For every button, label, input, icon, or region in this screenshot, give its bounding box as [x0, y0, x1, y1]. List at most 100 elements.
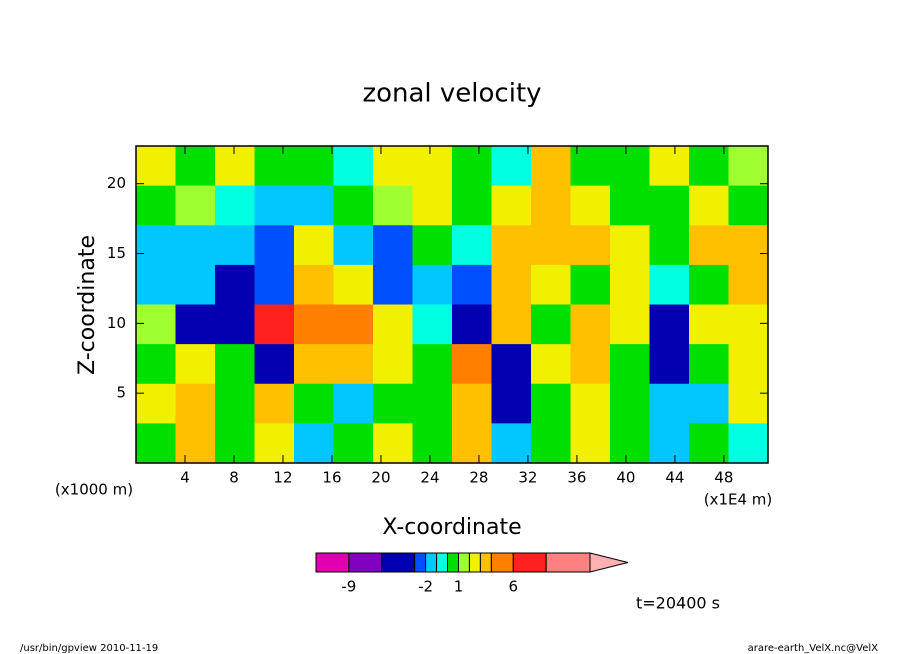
field-cell — [254, 185, 295, 226]
field-cell — [728, 344, 769, 385]
field-cell — [333, 185, 374, 226]
x-tick-label: 36 — [567, 469, 586, 487]
colorbar-box — [315, 552, 350, 573]
field-cell — [294, 185, 334, 226]
field-cell — [689, 423, 729, 464]
colorbar-tick-label: 1 — [454, 578, 464, 596]
field-cell — [333, 264, 374, 305]
field-cell — [136, 304, 176, 345]
field-cell — [136, 383, 176, 424]
field-cell — [610, 383, 650, 424]
x-tick-label: 48 — [714, 469, 733, 487]
field-cell — [531, 146, 571, 187]
y-tick-label: 5 — [116, 384, 126, 402]
field-cell — [215, 264, 255, 305]
field-cell — [175, 225, 216, 266]
colorbar-box — [436, 552, 449, 573]
field-cell — [175, 344, 216, 385]
field-cell — [649, 185, 690, 226]
field-cell — [452, 146, 492, 187]
field-cell — [175, 264, 216, 305]
field-cell — [294, 383, 334, 424]
colorbar-box — [381, 552, 416, 573]
field-cell — [570, 225, 611, 266]
field-cell — [531, 185, 571, 226]
x-tick-label: 28 — [469, 469, 488, 487]
field-cell — [294, 264, 334, 305]
field-cell — [689, 344, 729, 385]
field-cell — [610, 344, 650, 385]
field-cell — [373, 304, 413, 345]
field-cell — [215, 146, 255, 187]
field-cell — [136, 146, 176, 187]
field-cell — [333, 423, 374, 464]
field-cell — [570, 185, 611, 226]
field-cell — [294, 344, 334, 385]
field-cell — [728, 304, 769, 345]
y-axis-label: Z-coordinate — [75, 235, 100, 375]
field-cell — [373, 264, 413, 305]
field-cell — [136, 185, 176, 226]
field-cell — [215, 383, 255, 424]
field-cell — [412, 264, 453, 305]
colorbar-box — [348, 552, 383, 573]
field-cell — [728, 185, 769, 226]
field-cell — [452, 225, 492, 266]
field-cell — [689, 264, 729, 305]
field-cell — [610, 146, 650, 187]
field-cell — [491, 344, 532, 385]
colorbar-extension — [589, 552, 629, 573]
field-cell — [689, 383, 729, 424]
field-cell — [649, 383, 690, 424]
field-cell — [491, 185, 532, 226]
field-cell — [689, 146, 729, 187]
field-cell — [373, 185, 413, 226]
colorbar-box — [468, 552, 481, 573]
field-cell — [452, 264, 492, 305]
field-cell — [175, 185, 216, 226]
colorbar-box — [545, 552, 591, 573]
y-tick-label: 15 — [107, 244, 126, 262]
field-cell — [136, 264, 176, 305]
field-cell — [254, 344, 295, 385]
field-cell — [412, 304, 453, 345]
field-cell — [175, 423, 216, 464]
field-cell — [452, 304, 492, 345]
field-cell — [649, 423, 690, 464]
field-cell — [491, 225, 532, 266]
field-cell — [412, 423, 453, 464]
field-cell — [412, 146, 453, 187]
field-cell — [531, 344, 571, 385]
field-cell — [570, 344, 611, 385]
field-cell — [452, 185, 492, 226]
field-cell — [728, 225, 769, 266]
x-tick-label: 12 — [273, 469, 292, 487]
field-cell — [570, 383, 611, 424]
field-cell — [491, 423, 532, 464]
x-tick-label: 4 — [180, 469, 190, 487]
x-tick-label: 8 — [229, 469, 239, 487]
field-cell — [610, 225, 650, 266]
field — [136, 146, 769, 464]
field-cell — [412, 225, 453, 266]
y-unit: (x1000 m) — [55, 481, 133, 499]
field-cell — [412, 185, 453, 226]
field-cell — [491, 264, 532, 305]
field-cell — [333, 146, 374, 187]
field-cell — [452, 383, 492, 424]
colorbar-box — [479, 552, 492, 573]
field-cell — [294, 146, 334, 187]
field-cell — [373, 344, 413, 385]
field-cell — [689, 225, 729, 266]
field-cell — [333, 225, 374, 266]
plot-frame — [135, 145, 769, 464]
field-cell — [254, 146, 295, 187]
field-cell — [728, 423, 769, 464]
colorbar-box — [490, 552, 514, 573]
colorbar-box — [457, 552, 470, 573]
field-cell — [254, 225, 295, 266]
field-cell — [215, 185, 255, 226]
field-cell — [649, 304, 690, 345]
